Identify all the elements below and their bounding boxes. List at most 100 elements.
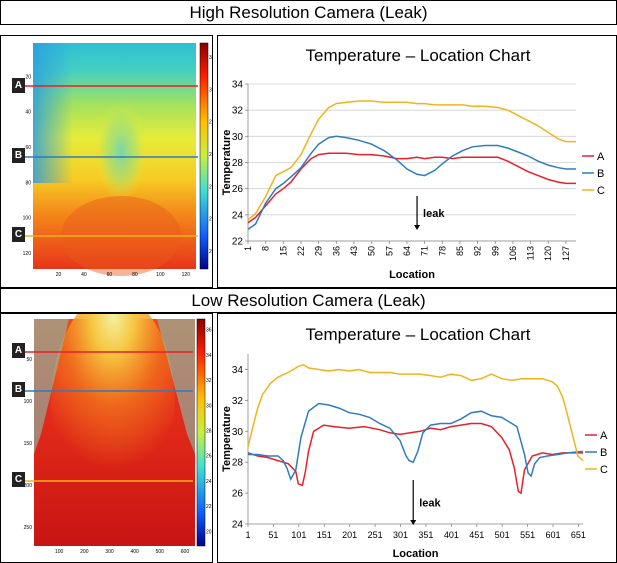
series-line-c <box>247 100 576 221</box>
x-tick-label: 651 <box>571 530 586 540</box>
colorbar-tick: 26 <box>206 454 212 460</box>
series-line-a <box>247 422 583 495</box>
y-tick-label: 28 <box>232 458 244 469</box>
x-tick-label: 36 <box>331 246 341 256</box>
legend-label-b: B <box>600 447 607 459</box>
image-x-tick: 100 <box>156 272 165 278</box>
thermal-image-low-resolution: 50 100 150 200 250 100 200 300 400 500 600 36 34 32 30… <box>0 313 213 563</box>
legend-label-c: C <box>597 185 605 197</box>
colorbar <box>199 42 209 270</box>
thermal-image-high-svg: 20 40 60 80 100 120 20 40 60 80 100 120 32 30 28 26 24 22… <box>19 42 213 278</box>
x-tick-label: 551 <box>520 530 535 540</box>
marker-b-low: B <box>12 382 25 397</box>
y-tick-label: 24 <box>232 520 244 531</box>
x-tick-label: 8 <box>261 246 271 251</box>
marker-c-low: C <box>12 472 25 487</box>
colorbar-low <box>196 318 206 547</box>
image-y-tick: 120 <box>23 251 32 257</box>
x-tick-label: 451 <box>469 530 484 540</box>
x-tick-label: 92 <box>473 246 483 256</box>
y-tick-label: 32 <box>232 396 244 407</box>
marker-c: C <box>12 227 25 242</box>
chart-high-resolution: Temperature – Location Chart 22 24 26 28 30 32… <box>217 35 617 288</box>
colorbar-tick: 30 <box>206 403 212 409</box>
colorbar-tick: 20 <box>209 249 213 255</box>
x-tick-label: 78 <box>437 246 447 256</box>
section-title-high-resolution: High Resolution Camera (Leak) <box>0 0 617 25</box>
image-x-tick: 80 <box>132 272 138 278</box>
image-x-tick: 40 <box>81 272 87 278</box>
image-x-tick: 120 <box>182 272 191 278</box>
x-tick-label: 301 <box>393 530 408 540</box>
legend-label-c: C <box>600 464 608 476</box>
marker-b: B <box>12 148 25 163</box>
leak-arrowhead <box>414 225 421 230</box>
y-tick-label: 34 <box>232 365 244 376</box>
image-x-tick: 500 <box>156 549 165 555</box>
colorbar-tick: 30 <box>209 87 213 93</box>
x-tick-label: 113 <box>526 246 536 260</box>
x-tick-label: 1 <box>245 530 250 540</box>
colorbar-tick: 32 <box>206 378 212 384</box>
y-tick-label: 34 <box>232 80 244 91</box>
y-tick-label: 32 <box>232 106 244 117</box>
colorbar-tick: 36 <box>206 328 212 334</box>
y-tick-label: 26 <box>232 489 244 500</box>
section-title-low-resolution: Low Resolution Camera (Leak) <box>0 288 617 313</box>
marker-a-low: A <box>12 343 25 358</box>
x-tick-label: 71 <box>420 246 430 256</box>
x-tick-label: 64 <box>402 246 412 256</box>
legend-label-b: B <box>597 168 604 180</box>
x-tick-label: 106 <box>508 246 518 261</box>
colorbar-tick: 24 <box>209 184 213 190</box>
x-tick-label: 15 <box>278 246 288 256</box>
x-axis-label: Location <box>393 548 439 560</box>
y-axis-label: Temperature <box>221 406 233 472</box>
chart-title: Temperature – Location Chart <box>306 46 531 65</box>
x-tick-label: 43 <box>349 246 359 256</box>
thermal-image-low-svg: 50 100 150 200 250 100 200 300 400 500 600 36 34 32 30… <box>19 314 212 555</box>
x-tick-label: 351 <box>418 530 433 540</box>
x-tick-label: 251 <box>368 530 383 540</box>
image-x-tick: 300 <box>105 549 114 555</box>
image-y-tick: 200 <box>24 483 33 489</box>
leak-arrowhead <box>410 520 417 525</box>
series-line-a <box>247 152 576 224</box>
colorbar-tick: 28 <box>209 120 213 126</box>
chart-low-resolution: Temperature – Location Chart 24 26 28 30 32 34… <box>217 313 617 563</box>
colorbar-tick: 24 <box>206 479 212 485</box>
y-tick-label: 24 <box>232 210 244 221</box>
series-line-b <box>248 402 584 482</box>
image-y-tick: 100 <box>23 216 32 222</box>
image-x-tick: 200 <box>80 549 89 555</box>
leak-label: leak <box>419 498 441 510</box>
legend-label-a: A <box>600 430 608 442</box>
marker-a: A <box>12 78 25 93</box>
image-y-tick: 60 <box>25 145 31 151</box>
x-tick-label: 1 <box>243 246 253 251</box>
series-line-b <box>247 135 576 230</box>
image-x-tick: 400 <box>130 549 139 555</box>
x-tick-label: 99 <box>490 246 500 256</box>
legend-label-a: A <box>597 151 605 163</box>
x-tick-label: 601 <box>545 530 560 540</box>
x-tick-label: 501 <box>495 530 510 540</box>
y-tick-label: 30 <box>232 132 244 143</box>
x-tick-label: 151 <box>317 530 332 540</box>
image-y-tick: 80 <box>25 180 31 186</box>
colorbar-tick: 34 <box>206 353 212 359</box>
y-tick-label: 26 <box>232 184 244 195</box>
colorbar-tick: 28 <box>206 429 212 435</box>
x-tick-label: 85 <box>455 246 465 256</box>
y-axis-label: Temperature <box>221 130 233 196</box>
colorbar-tick: 22 <box>209 217 213 223</box>
image-y-tick: 40 <box>25 110 31 116</box>
colorbar-tick: 22 <box>206 504 212 510</box>
x-tick-label: 101 <box>291 530 306 540</box>
image-y-tick: 150 <box>24 441 33 447</box>
series-line-c <box>247 363 584 462</box>
x-tick-label: 127 <box>561 246 571 261</box>
colorbar-tick: 26 <box>209 152 213 158</box>
x-tick-label: 120 <box>543 246 553 261</box>
x-tick-label: 51 <box>268 530 278 540</box>
